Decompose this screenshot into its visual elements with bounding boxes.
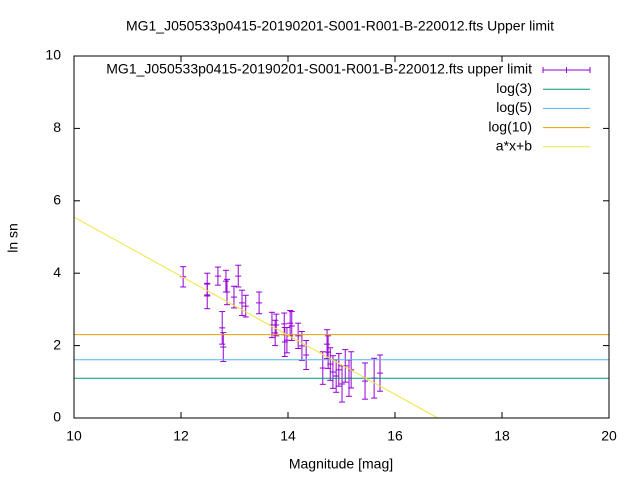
fit-line [74, 216, 439, 418]
legend-label: MG1_J050533p0415-20190201-S001-R001-B-22… [106, 61, 532, 77]
x-tick-label: 18 [494, 428, 510, 444]
y-tick-label: 2 [53, 336, 61, 352]
y-tick-label: 8 [53, 119, 61, 135]
x-tick-label: 16 [387, 428, 403, 444]
y-axis-label: ln sn [5, 223, 21, 253]
x-tick-label: 14 [280, 428, 296, 444]
y-tick-label: 10 [45, 47, 61, 63]
legend-label: log(10) [488, 118, 532, 134]
x-tick-label: 20 [601, 428, 617, 444]
x-tick-label: 10 [66, 428, 82, 444]
legend-label: log(5) [496, 99, 532, 115]
legend-label: log(3) [496, 80, 532, 96]
y-tick-label: 0 [53, 409, 61, 425]
x-axis-label: Magnitude [mag] [289, 456, 393, 472]
plot-area [74, 216, 609, 418]
y-tick-label: 4 [53, 264, 61, 280]
legend-label: a*x+b [496, 138, 532, 154]
x-tick-label: 12 [173, 428, 189, 444]
chart-title: MG1_J050533p0415-20190201-S001-R001-B-22… [126, 18, 554, 34]
y-tick-label: 6 [53, 192, 61, 208]
plot-border [73, 55, 610, 419]
